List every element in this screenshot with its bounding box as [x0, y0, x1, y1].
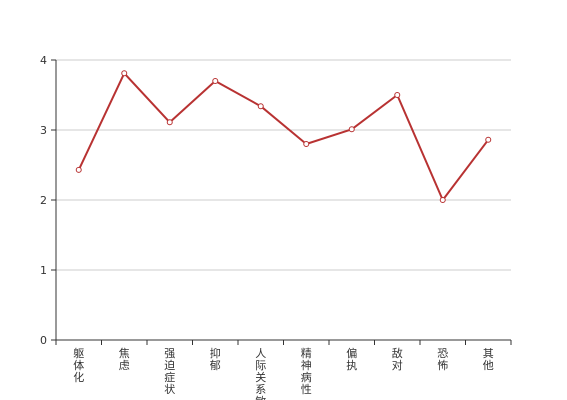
- x-tick-label: 焦虑: [119, 347, 130, 372]
- y-axis: 0 1 2 3 4: [40, 54, 57, 347]
- x-tick-label: 强迫症状: [164, 347, 175, 396]
- series-line: [77, 72, 490, 201]
- series-group: [75, 70, 492, 203]
- data-point[interactable]: [121, 70, 128, 77]
- x-tick-label: 敌对: [392, 346, 403, 372]
- x-tick-label: 躯体化: [73, 347, 84, 384]
- data-point[interactable]: [303, 141, 310, 147]
- data-point[interactable]: [257, 103, 264, 110]
- data-point[interactable]: [348, 126, 355, 133]
- x-tick-label: 人际关系敏感: [255, 347, 266, 400]
- data-point[interactable]: [166, 119, 173, 126]
- y-tick-label: 1: [40, 264, 47, 277]
- data-point[interactable]: [485, 136, 492, 143]
- data-point[interactable]: [439, 197, 446, 203]
- y-tick-label: 4: [40, 54, 47, 67]
- data-point[interactable]: [212, 78, 219, 84]
- data-point[interactable]: [75, 166, 82, 173]
- x-axis: 躯体化 焦虑 强迫症状 抑郁 人际关系敏感 精神病性 偏执 敌对 恐怖 其他: [55, 339, 512, 400]
- data-point[interactable]: [394, 92, 401, 98]
- y-tick-label: 0: [40, 334, 47, 347]
- x-tick-label: 偏执: [346, 346, 357, 372]
- x-tick-label: 恐怖: [437, 347, 448, 372]
- grid-lines: [56, 59, 511, 271]
- y-tick-label: 3: [40, 124, 47, 137]
- x-tick-label: 精神病性: [301, 347, 312, 396]
- x-tick-label: 其他: [483, 347, 494, 372]
- y-tick-label: 2: [40, 194, 47, 207]
- x-tick-label: 抑郁: [210, 346, 221, 372]
